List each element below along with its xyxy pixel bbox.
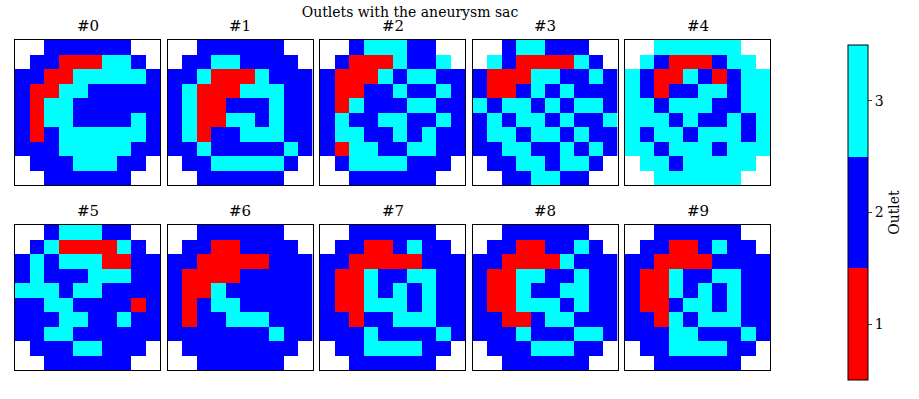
svg-text:1: 1 <box>875 316 884 332</box>
svg-text:#2: #2 <box>382 17 404 35</box>
svg-text:#5: #5 <box>77 202 99 220</box>
svg-text:#1: #1 <box>229 17 251 35</box>
svg-text:Outlet: Outlet <box>886 190 902 235</box>
svg-text:#4: #4 <box>687 17 709 35</box>
svg-text:3: 3 <box>875 93 884 109</box>
svg-text:#8: #8 <box>534 202 556 220</box>
svg-text:Outlets with the aneurysm sac: Outlets with the aneurysm sac <box>302 4 519 20</box>
svg-text:#6: #6 <box>229 202 251 220</box>
svg-text:#7: #7 <box>382 202 404 220</box>
svg-text:#3: #3 <box>534 17 556 35</box>
svg-text:#9: #9 <box>687 202 709 220</box>
svg-text:#0: #0 <box>77 17 99 35</box>
svg-text:2: 2 <box>875 204 884 220</box>
